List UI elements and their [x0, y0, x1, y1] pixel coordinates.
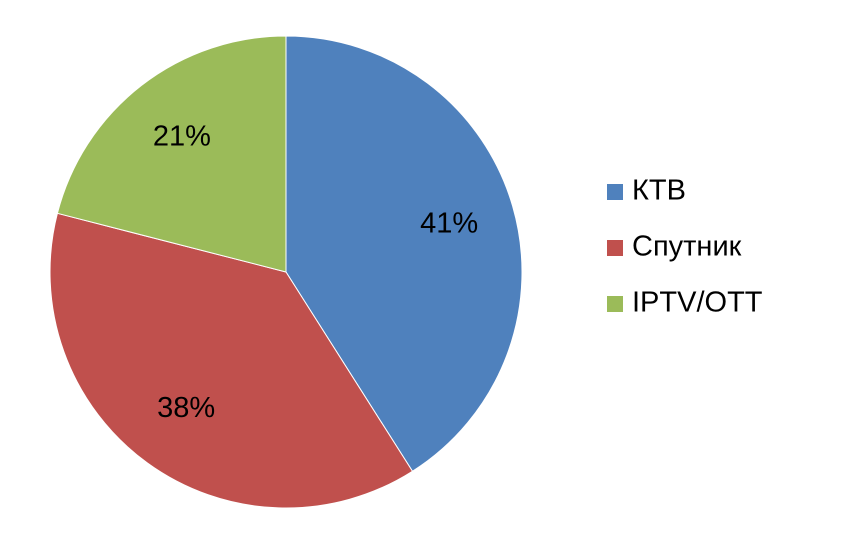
legend-swatch: [607, 240, 623, 256]
data-label: 38%: [157, 392, 215, 424]
pie-slice: [285, 35, 523, 472]
pie-slice: [49, 212, 414, 509]
legend-label: IPTV/OTT: [632, 287, 763, 319]
legend-label: КТВ: [632, 175, 686, 207]
data-label: 21%: [153, 120, 211, 152]
legend-swatch: [607, 296, 623, 312]
data-label: 41%: [420, 207, 478, 239]
legend-label: Спутник: [632, 231, 742, 263]
legend-swatch: [607, 184, 623, 200]
pie-slice: [56, 35, 287, 273]
